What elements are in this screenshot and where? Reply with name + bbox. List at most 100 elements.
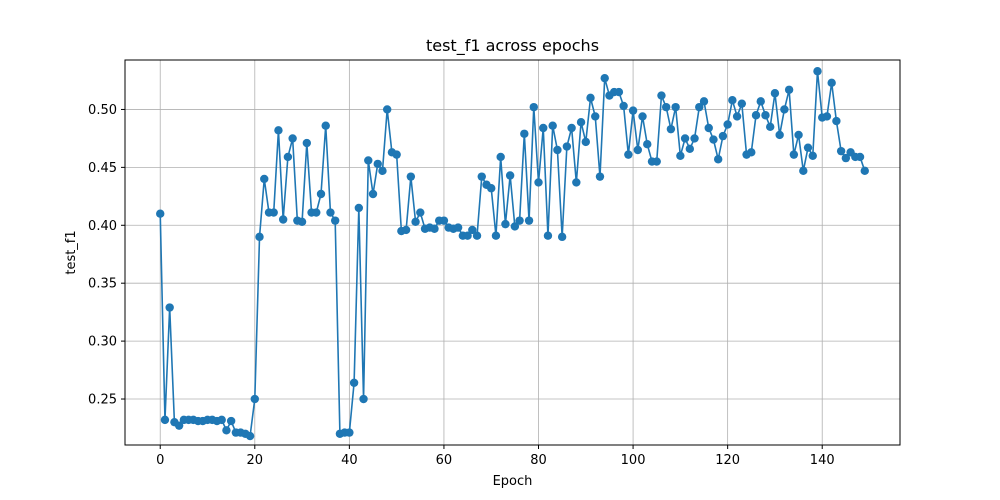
data-point bbox=[690, 134, 699, 143]
data-point bbox=[586, 93, 595, 103]
data-point bbox=[165, 303, 174, 312]
data-point bbox=[567, 123, 576, 133]
data-point bbox=[595, 172, 605, 181]
data-point bbox=[354, 203, 364, 213]
data-point bbox=[657, 91, 666, 100]
x-tick-label: 100 bbox=[621, 453, 646, 468]
data-point bbox=[855, 152, 865, 162]
data-point bbox=[562, 142, 572, 151]
data-point bbox=[283, 152, 293, 162]
data-point bbox=[548, 121, 557, 130]
data-point bbox=[345, 428, 354, 437]
data-point bbox=[794, 130, 803, 140]
data-point bbox=[520, 129, 529, 138]
data-point bbox=[302, 138, 312, 148]
data-point bbox=[411, 217, 420, 227]
data-point bbox=[539, 123, 548, 133]
data-point bbox=[718, 131, 728, 141]
chart-title: test_f1 across epochs bbox=[426, 36, 599, 56]
data-point bbox=[614, 87, 624, 97]
data-point bbox=[160, 415, 170, 425]
data-point bbox=[713, 155, 723, 164]
data-point bbox=[557, 232, 567, 242]
data-point bbox=[543, 231, 553, 240]
data-point bbox=[661, 102, 671, 112]
y-tick-label: 0.25 bbox=[88, 393, 117, 408]
data-point bbox=[505, 171, 515, 180]
data-point bbox=[330, 216, 340, 225]
data-point bbox=[255, 232, 264, 242]
data-point bbox=[529, 102, 538, 112]
data-point bbox=[312, 208, 321, 217]
data-point bbox=[156, 209, 165, 218]
data-point bbox=[326, 208, 335, 217]
data-point bbox=[784, 85, 794, 94]
data-point bbox=[321, 121, 330, 130]
data-point bbox=[226, 416, 236, 426]
data-point bbox=[524, 216, 534, 225]
x-tick-label: 140 bbox=[810, 453, 835, 468]
data-point bbox=[553, 145, 562, 155]
data-point bbox=[491, 231, 501, 240]
data-point bbox=[666, 124, 676, 134]
data-point bbox=[217, 415, 226, 425]
data-point bbox=[416, 208, 425, 217]
x-tick-label: 0 bbox=[156, 453, 164, 468]
x-tick-label: 20 bbox=[247, 453, 264, 468]
data-point bbox=[222, 426, 231, 435]
data-point bbox=[406, 172, 416, 181]
data-point bbox=[572, 178, 581, 187]
data-point bbox=[624, 150, 633, 159]
data-point bbox=[515, 216, 524, 225]
data-point bbox=[699, 97, 709, 106]
y-tick-label: 0.45 bbox=[88, 161, 117, 176]
data-point bbox=[822, 112, 832, 121]
data-point bbox=[808, 151, 817, 160]
data-point bbox=[761, 111, 770, 120]
data-point bbox=[245, 431, 255, 441]
data-point bbox=[472, 231, 482, 240]
data-point bbox=[628, 106, 638, 115]
data-point bbox=[316, 189, 326, 199]
data-point bbox=[269, 208, 278, 217]
data-point bbox=[756, 97, 765, 106]
data-point bbox=[789, 150, 799, 159]
data-point bbox=[468, 225, 477, 235]
x-tick-label: 40 bbox=[341, 453, 358, 468]
data-point bbox=[695, 102, 704, 112]
data-point bbox=[643, 140, 652, 149]
data-point bbox=[671, 102, 680, 112]
plot-frame bbox=[124, 59, 901, 446]
data-point bbox=[477, 172, 486, 181]
data-point bbox=[260, 174, 269, 184]
y-tick-label: 0.50 bbox=[88, 103, 117, 118]
data-point bbox=[392, 150, 401, 159]
data-point bbox=[487, 184, 496, 193]
data-point bbox=[841, 153, 851, 163]
data-point bbox=[832, 116, 841, 126]
data-point bbox=[737, 99, 747, 108]
data-point bbox=[676, 151, 685, 160]
data-point bbox=[751, 111, 761, 120]
data-point bbox=[633, 145, 643, 155]
x-tick-label: 60 bbox=[436, 453, 453, 468]
data-point bbox=[780, 105, 789, 114]
data-point bbox=[803, 143, 813, 152]
data-point bbox=[274, 126, 283, 135]
data-point bbox=[373, 159, 382, 169]
data-point bbox=[250, 394, 259, 404]
data-point bbox=[747, 148, 756, 157]
series-layer bbox=[156, 67, 869, 441]
y-tick-label: 0.30 bbox=[88, 335, 117, 350]
x-axis-label: Epoch bbox=[493, 474, 533, 489]
data-point bbox=[576, 118, 586, 127]
data-point bbox=[364, 156, 373, 165]
data-point bbox=[709, 135, 718, 144]
data-point bbox=[439, 216, 449, 225]
data-point bbox=[723, 120, 732, 129]
y-tick-label: 0.40 bbox=[88, 219, 117, 234]
data-point bbox=[510, 222, 520, 231]
